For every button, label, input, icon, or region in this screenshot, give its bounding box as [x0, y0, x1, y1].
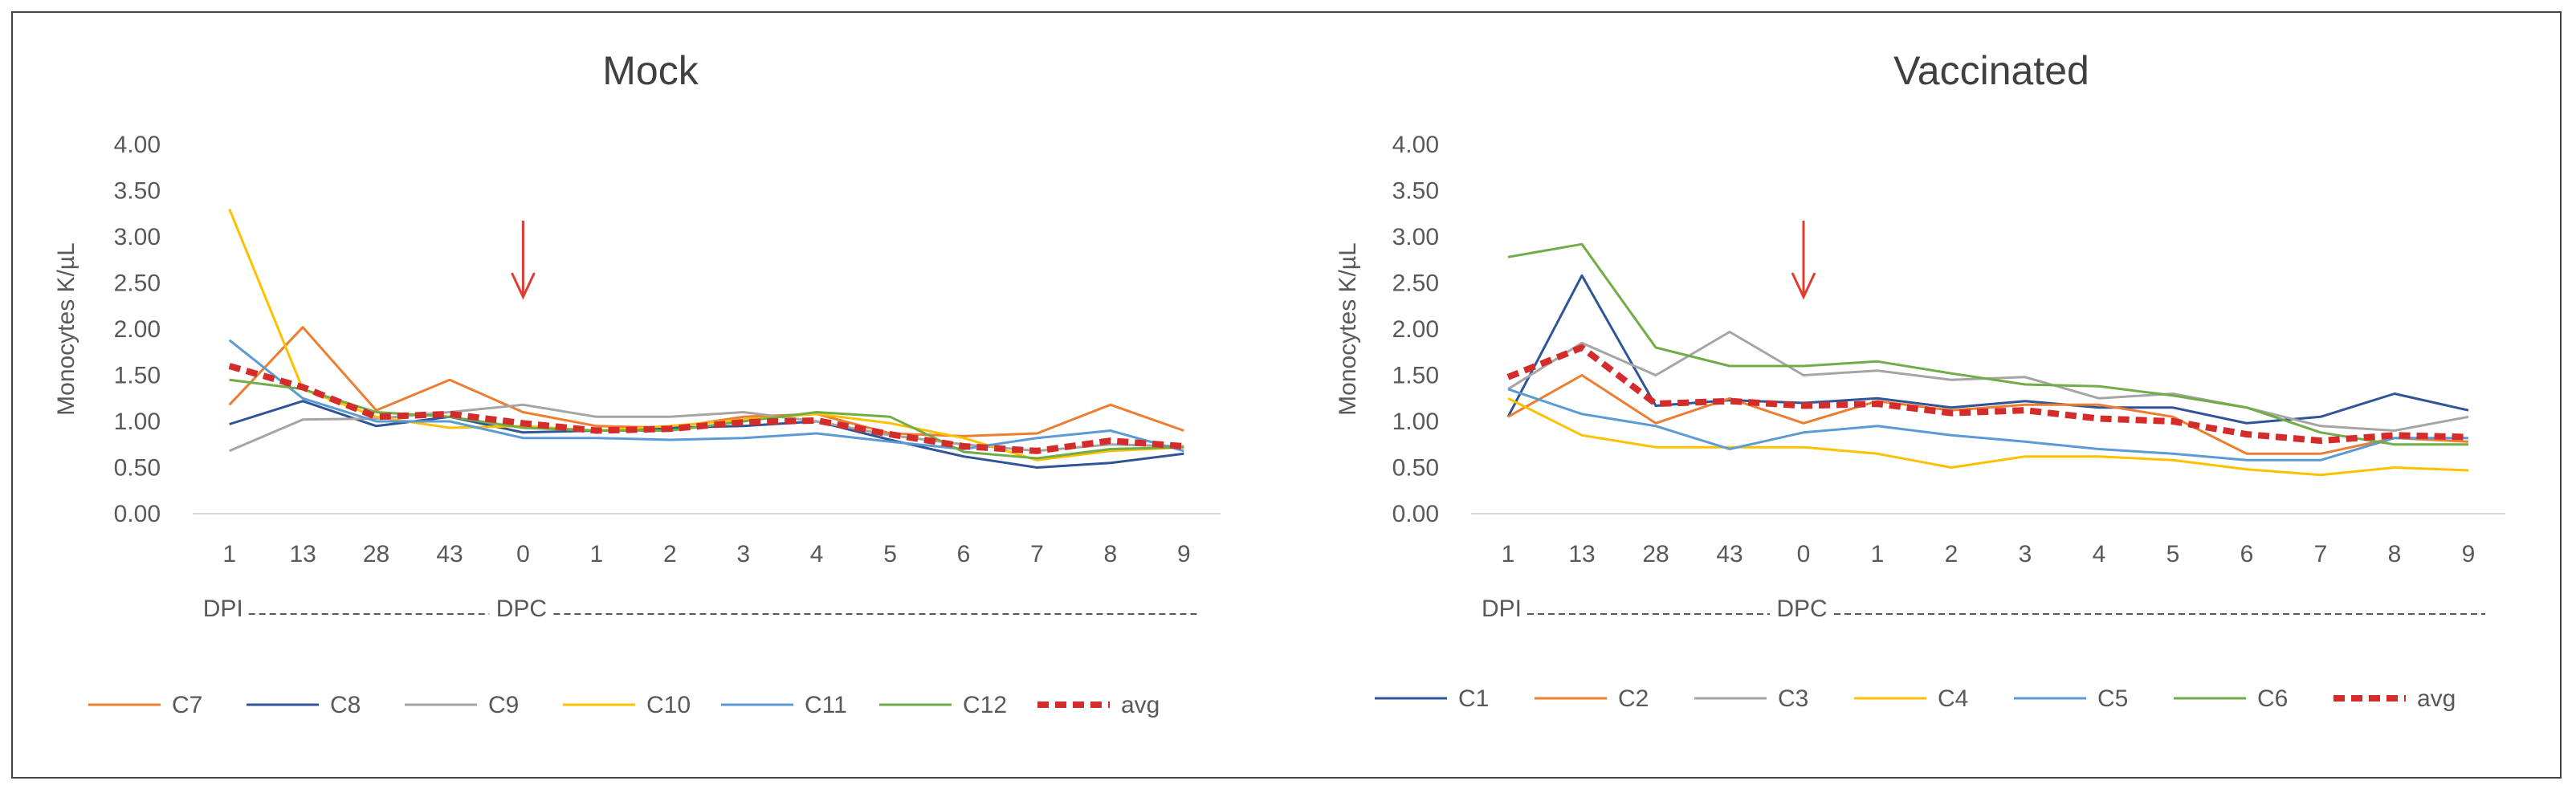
x-tick-label: 7 — [1030, 541, 1044, 567]
x-tick-label: 13 — [289, 541, 316, 567]
x-tick-label: 8 — [1104, 541, 1118, 567]
y-tick-label: 3.50 — [1392, 178, 1439, 205]
series-line-c11 — [228, 339, 1184, 453]
y-axis-label: Monocytes K/µL — [53, 242, 79, 416]
y-tick-label: 2.50 — [114, 270, 161, 297]
x-tick-label: 2 — [1945, 541, 1958, 567]
series-line-avg — [228, 363, 1184, 454]
y-tick-label: 3.00 — [114, 224, 161, 250]
x-tick-label: 0 — [516, 541, 530, 567]
x-tick-label: 5 — [883, 541, 897, 567]
y-tick-label: 3.50 — [114, 178, 161, 205]
x-tick-label: 6 — [2240, 541, 2254, 567]
y-tick-label: 0.50 — [1392, 455, 1439, 482]
x-tick-label: 28 — [1642, 541, 1669, 567]
x-tick-label: 5 — [2166, 541, 2180, 567]
x-tick-label: 6 — [957, 541, 971, 567]
series-line-avg — [1506, 344, 2469, 445]
y-tick-label: 1.00 — [1392, 409, 1439, 435]
challenge-arrow-head — [1791, 272, 1816, 300]
y-tick-label: 3.00 — [1392, 224, 1439, 250]
series-line-c6 — [1507, 242, 2468, 446]
x-tick-label: 9 — [2462, 541, 2476, 567]
challenge-arrow-head — [511, 272, 536, 300]
y-tick-label: 1.50 — [114, 363, 161, 389]
legend-label-c12: C12 — [963, 692, 1007, 718]
legend-label-c4: C4 — [1938, 685, 1968, 712]
x-tick-label: 3 — [736, 541, 750, 567]
x-tick-label: 0 — [1797, 541, 1811, 567]
legend-label-c7: C7 — [172, 692, 202, 718]
y-tick-label: 2.00 — [1392, 316, 1439, 343]
series-line-c5 — [1507, 388, 2468, 462]
x-tick-label: 1 — [222, 541, 236, 567]
legend-label-c8: C8 — [330, 692, 361, 718]
x-tick-label: 4 — [2093, 541, 2106, 567]
y-tick-label: 1.50 — [1392, 363, 1439, 389]
dpi-label: DPI — [1482, 596, 1522, 622]
legend-label-c9: C9 — [488, 692, 519, 718]
legend-label-c5: C5 — [2097, 685, 2128, 712]
x-tick-label: 8 — [2388, 541, 2402, 567]
chart-panel-mock: Mock Monocytes K/µL 0.00 0.50 1.00 1.50 2.00 2.… — [53, 48, 1221, 718]
x-tick-label: 43 — [436, 541, 463, 567]
x-tick-label: 7 — [2314, 541, 2328, 567]
y-tick-label: 2.50 — [1392, 270, 1439, 297]
x-tick-label: 1 — [590, 541, 604, 567]
series-line-c4 — [1507, 396, 2469, 477]
x-tick-label: 3 — [2019, 541, 2032, 567]
dpc-label: DPC — [1776, 596, 1827, 622]
y-tick-label: 2.00 — [114, 316, 161, 343]
x-tick-label: 43 — [1716, 541, 1742, 567]
x-tick-label: 2 — [663, 541, 677, 567]
dpc-label: DPC — [496, 596, 547, 622]
series-line-c2 — [1507, 374, 2469, 455]
legend-label-c2: C2 — [1618, 685, 1649, 712]
y-axis-label: Monocytes K/µL — [1335, 242, 1361, 416]
legend-label-c3: C3 — [1778, 685, 1808, 712]
figure-frame — [11, 11, 2562, 779]
legend-label-c10: C10 — [646, 692, 691, 718]
chart-title: Mock — [602, 48, 699, 93]
legend-label-avg: avg — [2417, 685, 2456, 712]
chart-title: Vaccinated — [1893, 48, 2089, 93]
x-tick-label: 1 — [1502, 541, 1515, 567]
legend-label-c1: C1 — [1458, 685, 1489, 712]
x-tick-label: 13 — [1568, 541, 1595, 567]
y-tick-label: 0.00 — [1392, 501, 1439, 527]
y-tick-label: 4.00 — [114, 132, 161, 158]
y-tick-label: 0.00 — [114, 501, 161, 527]
y-tick-label: 0.50 — [114, 455, 161, 482]
x-tick-label: 28 — [363, 541, 389, 567]
legend-label-c6: C6 — [2257, 685, 2288, 712]
y-tick-label: 4.00 — [1392, 132, 1439, 158]
x-tick-label: 1 — [1871, 541, 1885, 567]
dpi-label: DPI — [203, 596, 243, 622]
legend-label-c11: C11 — [805, 692, 847, 718]
x-tick-label: 9 — [1177, 541, 1191, 567]
y-tick-label: 1.00 — [114, 409, 161, 435]
legend-label-avg: avg — [1121, 692, 1160, 718]
x-tick-label: 4 — [810, 541, 824, 567]
chart-panel-vaccinated: Vaccinated Monocytes K/µL 0.00 0.50 1.00 1.50… — [1335, 48, 2505, 712]
